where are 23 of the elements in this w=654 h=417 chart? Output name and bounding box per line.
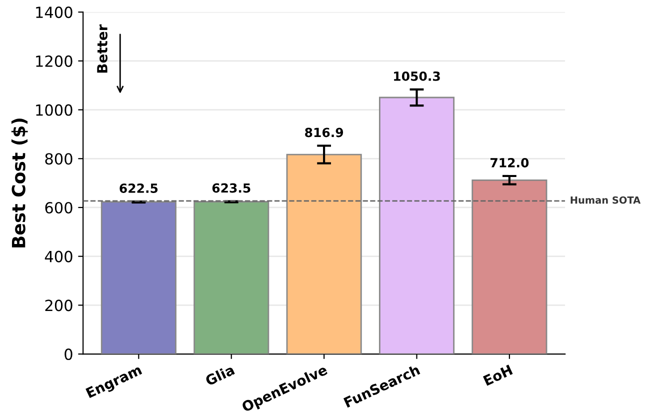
- data-label: 816.9: [305, 128, 344, 138]
- bar: [100, 201, 176, 354]
- y-axis-title: Best Cost ($): [11, 118, 28, 248]
- data-label: 622.5: [120, 184, 158, 193]
- ref-line-label: Human SOTA: [570, 196, 641, 204]
- y-tick-label: 0: [64, 348, 72, 360]
- y-tick-label: 600: [45, 202, 72, 214]
- data-label: 712.0: [490, 158, 529, 168]
- annotation: Better: [97, 24, 108, 73]
- y-tick-label: 800: [45, 153, 72, 165]
- x-tick-label: Glia: [204, 364, 235, 386]
- y-tick-label: 1000: [36, 104, 72, 116]
- bar: [472, 179, 548, 354]
- x-tick-label: EoH: [482, 364, 513, 386]
- bar: [194, 201, 270, 354]
- y-tick-label: 200: [45, 300, 72, 312]
- y-tick-label: 400: [44, 250, 72, 262]
- y-tick-label: 1400: [36, 6, 72, 18]
- data-label: 1050.3: [394, 71, 440, 81]
- data-label: 623.5: [212, 183, 250, 193]
- bar: [286, 154, 362, 354]
- y-tick-label: 1200: [36, 55, 72, 67]
- bar: [378, 96, 455, 354]
